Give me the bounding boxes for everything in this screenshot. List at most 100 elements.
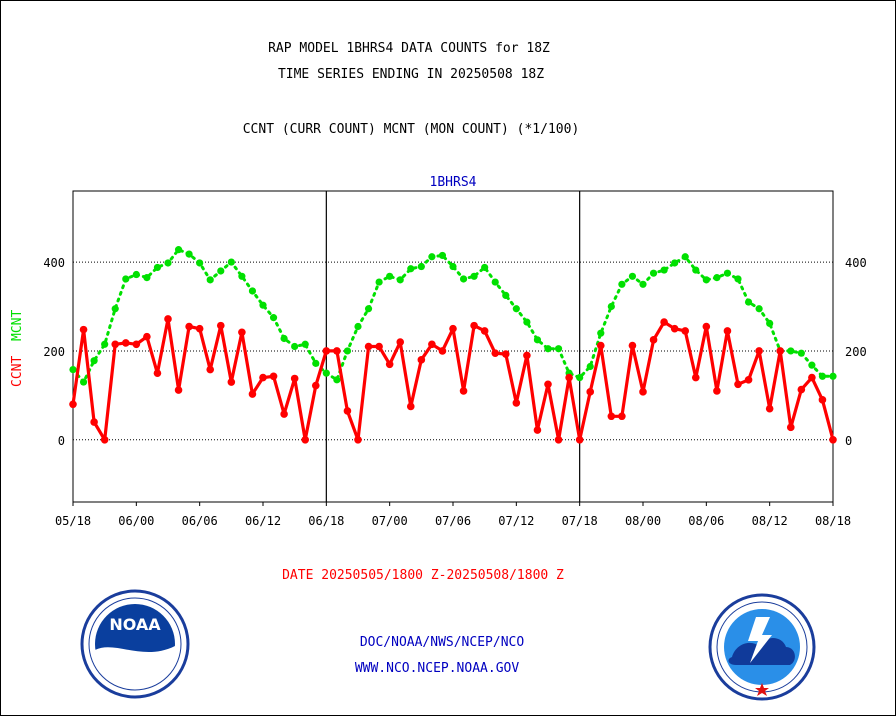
data-point-mcnt-44: [533, 336, 542, 344]
data-point-ccnt-48: [575, 436, 584, 444]
data-point-mcnt-4: [111, 305, 119, 313]
data-point-ccnt-60: [702, 322, 711, 331]
y-tick-label-right-2: 400: [845, 256, 867, 270]
x-tick-label-5: 07/00: [372, 514, 408, 528]
data-point-mcnt-70: [808, 361, 816, 369]
data-point-mcnt-71: [818, 372, 827, 380]
data-point-ccnt-14: [216, 321, 225, 330]
data-point-ccnt-57: [670, 324, 679, 333]
data-point-ccnt-42: [512, 399, 521, 407]
data-point-mcnt-66: [766, 319, 774, 327]
data-point-ccnt-63: [734, 380, 742, 389]
data-point-mcnt-63: [734, 275, 742, 283]
website-label: WWW.NCO.NCEP.NOAA.GOV: [355, 661, 520, 676]
x-tick-label-0: 05/18: [55, 514, 91, 528]
data-point-ccnt-19: [269, 372, 278, 381]
data-point-ccnt-40: [491, 349, 500, 357]
data-point-ccnt-31: [396, 338, 405, 346]
data-point-mcnt-5: [122, 275, 130, 283]
x-tick-label-10: 08/06: [688, 514, 724, 528]
data-point-ccnt-20: [280, 410, 288, 418]
data-point-ccnt-54: [639, 388, 647, 396]
data-point-ccnt-56: [660, 318, 668, 326]
data-point-ccnt-4: [111, 340, 120, 349]
data-point-ccnt-27: [354, 436, 362, 444]
data-point-ccnt-36: [449, 324, 457, 333]
x-tick-label-12: 08/18: [815, 514, 851, 528]
data-point-mcnt-14: [217, 267, 225, 275]
x-tick-label-6: 07/06: [435, 514, 471, 528]
data-point-mcnt-36: [449, 262, 457, 271]
data-point-mcnt-39: [481, 263, 489, 272]
data-point-ccnt-26: [343, 407, 352, 415]
data-point-ccnt-6: [132, 340, 141, 349]
data-point-mcnt-21: [291, 342, 299, 351]
data-point-mcnt-60: [702, 276, 710, 284]
data-point-ccnt-17: [248, 390, 257, 398]
data-point-mcnt-62: [723, 269, 732, 277]
data-point-ccnt-28: [364, 342, 373, 351]
data-point-mcnt-50: [597, 329, 605, 337]
chart-subtitle: CCNT (CURR COUNT) MCNT (MON COUNT) (*1/1…: [243, 122, 580, 137]
data-point-ccnt-7: [143, 332, 151, 341]
data-point-ccnt-59: [691, 373, 700, 382]
data-point-ccnt-52: [618, 412, 626, 421]
data-point-ccnt-8: [153, 369, 162, 377]
data-point-ccnt-58: [681, 327, 690, 335]
data-point-mcnt-0: [69, 366, 77, 374]
data-point-mcnt-13: [206, 276, 214, 284]
data-point-mcnt-10: [174, 246, 183, 254]
panel-label: 1BHRS4: [430, 175, 477, 190]
chart-title-line1: RAP MODEL 1BHRS4 DATA COUNTS for 18Z: [268, 41, 550, 56]
y-tick-label-left-0: 0: [58, 434, 65, 448]
data-point-mcnt-38: [470, 272, 478, 280]
data-point-mcnt-46: [554, 345, 563, 353]
x-tick-label-11: 08/12: [752, 514, 788, 528]
data-point-ccnt-22: [301, 436, 310, 444]
data-point-mcnt-34: [428, 253, 436, 261]
data-point-ccnt-30: [385, 360, 394, 369]
data-point-ccnt-5: [121, 339, 130, 347]
data-point-ccnt-12: [195, 324, 204, 333]
data-point-mcnt-16: [238, 272, 246, 280]
data-point-mcnt-22: [301, 340, 309, 348]
data-point-mcnt-28: [364, 305, 373, 313]
y-axis-label-mcnt: MCNT: [10, 310, 25, 341]
data-point-ccnt-68: [786, 423, 795, 432]
credit-label: DOC/NOAA/NWS/NCEP/NCO: [360, 635, 525, 650]
data-point-ccnt-9: [164, 315, 172, 323]
data-point-ccnt-51: [607, 412, 616, 421]
data-point-mcnt-32: [407, 265, 415, 273]
data-point-ccnt-72: [829, 436, 837, 444]
noaa-logo: NOAA: [80, 589, 190, 699]
data-point-ccnt-35: [438, 347, 447, 355]
x-tick-label-2: 06/06: [182, 514, 218, 528]
data-point-mcnt-27: [354, 322, 362, 331]
data-point-ccnt-61: [713, 387, 721, 395]
date-range-label: DATE 20250505/1800 Z-20250508/1800 Z: [282, 568, 564, 583]
data-point-mcnt-11: [185, 250, 193, 258]
data-point-mcnt-6: [132, 270, 140, 279]
x-tick-label-4: 06/18: [308, 514, 344, 528]
y-tick-label-right-0: 0: [845, 434, 852, 448]
data-point-mcnt-64: [744, 298, 753, 306]
data-point-mcnt-53: [628, 272, 637, 280]
data-point-ccnt-66: [765, 404, 774, 413]
data-point-mcnt-59: [692, 266, 700, 274]
data-point-ccnt-39: [480, 327, 489, 335]
data-point-mcnt-51: [607, 302, 615, 311]
data-point-mcnt-52: [618, 280, 626, 288]
data-point-mcnt-29: [375, 278, 383, 286]
data-point-mcnt-48: [576, 374, 584, 382]
data-point-ccnt-55: [649, 336, 658, 344]
chart-title-line2: TIME SERIES ENDING IN 20250508 18Z: [278, 67, 544, 82]
data-point-mcnt-37: [459, 275, 468, 283]
data-point-ccnt-41: [501, 350, 510, 358]
data-point-mcnt-33: [417, 262, 425, 271]
y-tick-label-left-2: 400: [43, 256, 65, 270]
data-point-mcnt-56: [660, 266, 668, 274]
data-point-mcnt-31: [396, 276, 404, 284]
data-point-ccnt-43: [523, 351, 531, 360]
data-point-ccnt-10: [174, 386, 183, 394]
